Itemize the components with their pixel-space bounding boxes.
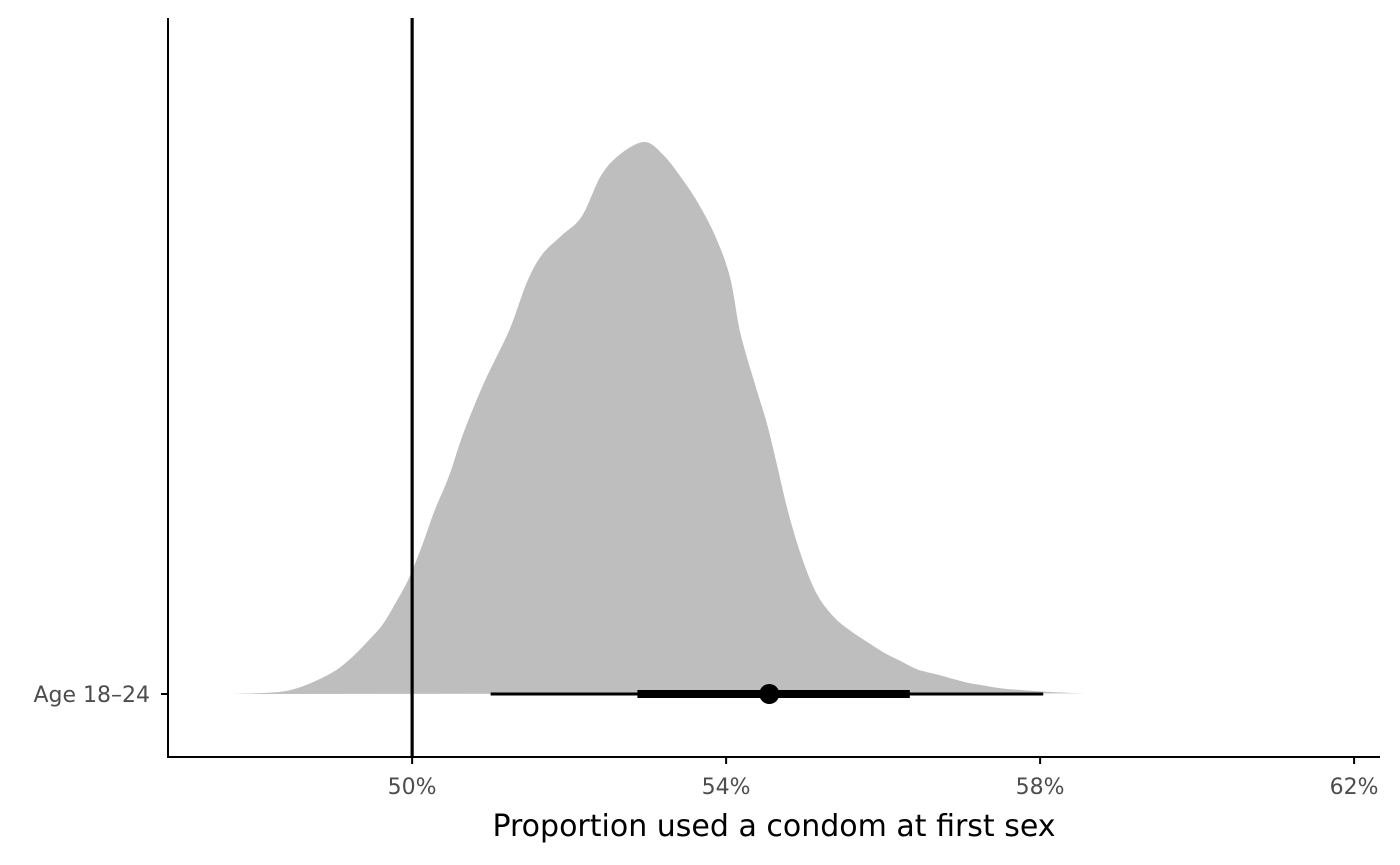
y-category-label: Age 18–24 [33,683,150,708]
x-tick-label: 54% [702,775,751,800]
axis-layer: 50% 54% 58% 62% [161,18,1380,800]
density-area [231,141,1086,694]
x-axis-title: Proportion used a condom at first sex [492,809,1055,844]
density-layer [231,141,1086,694]
interval-layer [490,684,1044,704]
x-tick-label: 62% [1330,775,1379,800]
x-tick-label: 50% [388,775,437,800]
x-tick-label: 58% [1016,775,1065,800]
point-estimate [759,684,780,704]
